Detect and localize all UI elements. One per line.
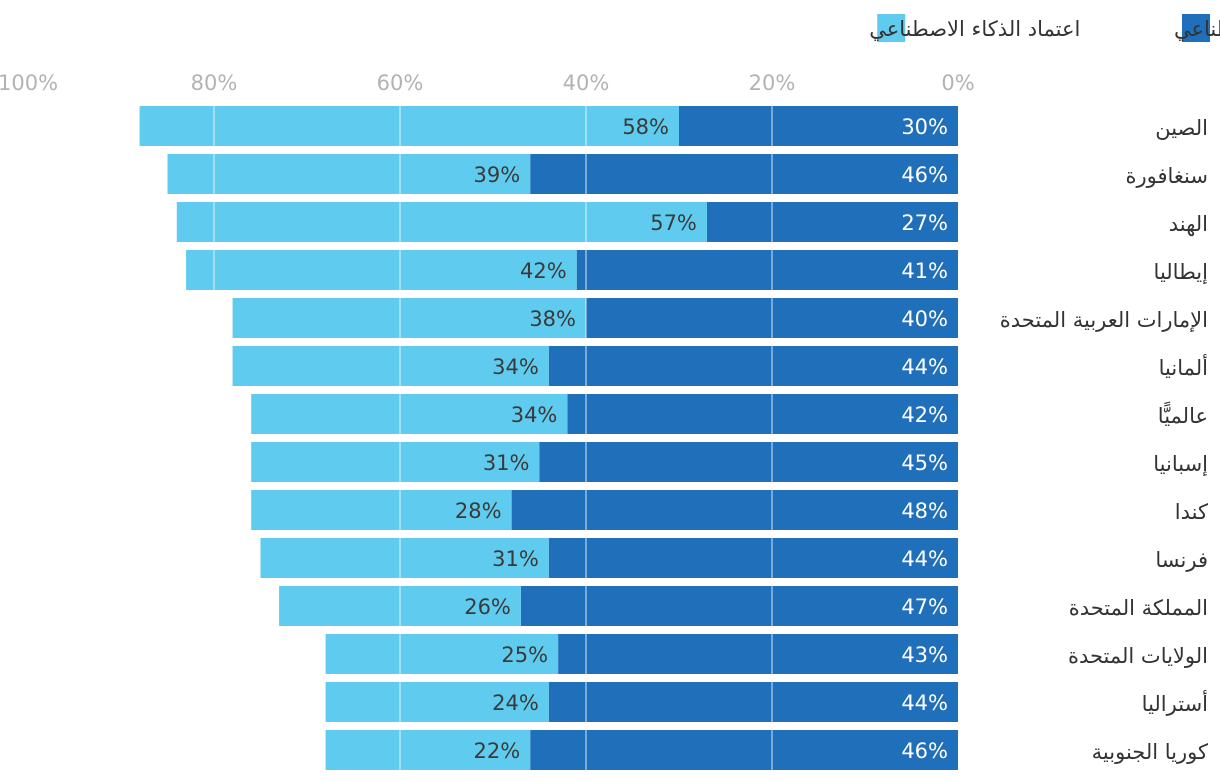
data-label-exploration: 46% [901, 739, 948, 763]
category-label: ألمانيا [1159, 354, 1208, 380]
bar-exploration [520, 586, 958, 626]
bar-adoption [251, 442, 540, 482]
data-label-adoption: 28% [455, 499, 502, 523]
legend-swatch-exploration [1182, 14, 1210, 42]
data-label-adoption: 24% [492, 691, 539, 715]
x-tick-label: 40% [563, 71, 610, 95]
data-label-exploration: 44% [901, 547, 948, 571]
bar-exploration [548, 346, 958, 386]
category-label: الإمارات العربية المتحدة [1000, 308, 1208, 332]
bar-adoption [251, 490, 512, 530]
bar-adoption [176, 202, 707, 242]
data-label-adoption: 34% [492, 355, 539, 379]
data-label-exploration: 44% [901, 691, 948, 715]
legend-swatch-adoption [877, 14, 906, 42]
data-label-adoption: 31% [492, 547, 539, 571]
category-label: أستراليا [1142, 690, 1208, 716]
data-label-adoption: 42% [520, 259, 567, 283]
legend-label-exploration: استكشاف الذكاء الاصطناعي [1174, 17, 1220, 41]
data-label-exploration: 45% [901, 451, 948, 475]
bar-exploration [539, 442, 958, 482]
data-label-exploration: 46% [901, 163, 948, 187]
bar-exploration [548, 682, 958, 722]
category-label: المملكة المتحدة [1069, 596, 1208, 620]
data-label-adoption: 22% [474, 739, 521, 763]
legend-label-adoption: اعتماد الذكاء الاصطناعي [869, 17, 1080, 41]
x-tick-label: 20% [749, 71, 796, 95]
bar-exploration [706, 202, 958, 242]
bar-adoption [325, 682, 549, 722]
data-label-exploration: 42% [901, 403, 948, 427]
bar-adoption [251, 394, 568, 434]
x-tick-label: 60% [377, 71, 424, 95]
bar-exploration [558, 634, 958, 674]
x-tick-label: 0% [941, 71, 974, 95]
data-label-adoption: 34% [511, 403, 558, 427]
bar-adoption [232, 298, 586, 338]
bar-exploration [567, 394, 958, 434]
bars [139, 106, 958, 770]
bar-exploration [576, 250, 958, 290]
bar-exploration [530, 154, 958, 194]
data-label-exploration: 44% [901, 355, 948, 379]
category-label: كندا [1175, 500, 1208, 524]
legend: استكشاف الذكاء الاصطناعي اعتماد الذكاء ال… [869, 14, 1220, 42]
bar-exploration [548, 538, 958, 578]
data-label-exploration: 43% [901, 643, 948, 667]
bar-adoption [325, 730, 531, 770]
x-axis-ticks: 0% 20% 40% 60% 80% 100% [0, 71, 975, 95]
data-label-exploration: 27% [901, 211, 948, 235]
gridlines [27, 104, 773, 772]
data-label-adoption: 58% [622, 115, 669, 139]
data-label-exploration: 47% [901, 595, 948, 619]
category-label: الهند [1169, 212, 1208, 236]
bar-adoption [167, 154, 531, 194]
bar-adoption [232, 346, 549, 386]
data-label-exploration: 30% [901, 115, 948, 139]
data-label-adoption: 26% [464, 595, 511, 619]
data-label-exploration: 48% [901, 499, 948, 523]
category-label: إيطاليا [1154, 260, 1208, 285]
data-label-adoption: 39% [474, 163, 521, 187]
category-label: إسبانيا [1153, 452, 1208, 477]
data-label-adoption: 38% [529, 307, 576, 331]
data-label-exploration: 40% [901, 307, 948, 331]
data-labels: 30% 58% 46% 39% 27% 57% 41% 42% 40% 38% 44% 34% 42% 3… [455, 115, 948, 763]
data-label-exploration: 41% [901, 259, 948, 283]
category-label: سنغافورة [1126, 164, 1209, 188]
category-label: كوريا الجنوبية [1092, 740, 1208, 764]
category-label: فرنسا [1155, 548, 1208, 572]
bar-exploration [530, 730, 958, 770]
category-label: الصين [1155, 116, 1208, 140]
bar-exploration [679, 106, 958, 146]
x-tick-label: 80% [191, 71, 238, 95]
x-tick-label: 100% [0, 71, 58, 95]
bar-exploration [511, 490, 958, 530]
bar-adoption [260, 538, 549, 578]
bar-adoption [325, 634, 559, 674]
data-label-adoption: 25% [501, 643, 548, 667]
category-labels: الصين سنغافورة الهند إيطاليا الإمارات العربي… [1000, 116, 1208, 764]
data-label-adoption: 31% [483, 451, 530, 475]
bar-adoption [139, 106, 680, 146]
category-label: الولايات المتحدة [1068, 644, 1208, 668]
category-label: عالميًّا [1158, 401, 1208, 428]
data-label-adoption: 57% [650, 211, 697, 235]
bar-adoption [186, 250, 577, 290]
